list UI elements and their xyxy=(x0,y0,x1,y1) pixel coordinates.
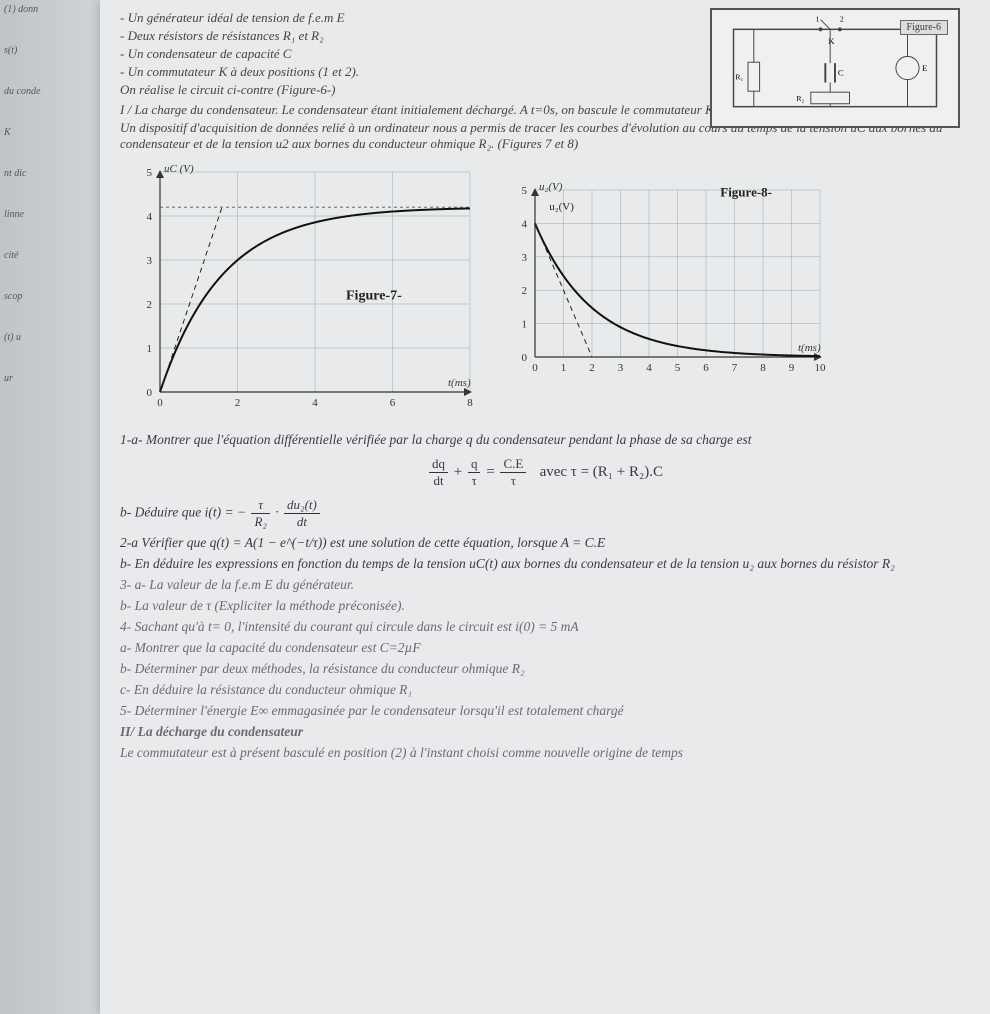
q2b: b- En déduire les expressions en fonctio… xyxy=(120,556,970,572)
page-body: Figure-6 1 2 K C R₂ E xyxy=(100,0,990,1014)
svg-text:R₁: R₁ xyxy=(735,73,743,82)
q4c: c- En déduire la résistance du conducteu… xyxy=(120,682,970,698)
intro-l1: - Un générateur idéal de tension de f.e.… xyxy=(120,10,680,26)
intro-l2: - Deux résistors de résistances R₁ et R₂ xyxy=(120,28,680,44)
q1b: b- Déduire que i(t) = − τR₂ · du₂(t)dt xyxy=(120,497,970,530)
svg-text:1: 1 xyxy=(816,15,820,24)
svg-text:0: 0 xyxy=(157,397,163,409)
svg-text:6: 6 xyxy=(703,362,709,374)
q3a: 3- a- La valeur de la f.e.m E du générat… xyxy=(120,577,970,593)
svg-text:4: 4 xyxy=(522,218,528,230)
svg-text:0: 0 xyxy=(522,352,528,364)
svg-text:1: 1 xyxy=(522,319,528,331)
svg-text:5: 5 xyxy=(522,185,528,197)
svg-text:6: 6 xyxy=(390,397,396,409)
part2: Le commutateur est à présent basculé en … xyxy=(120,745,970,761)
svg-text:0: 0 xyxy=(147,387,153,399)
charts-row: 0 2 4 6 8 0 1 2 3 4 5 uC (V) t(ms) Figure-7- 0 1 2 3 4 5 6 7… xyxy=(120,162,970,422)
svg-text:3: 3 xyxy=(522,252,528,264)
svg-text:2: 2 xyxy=(522,285,528,297)
intro-text: - Un générateur idéal de tension de f.e.… xyxy=(120,10,680,98)
svg-text:u₂(V): u₂(V) xyxy=(549,201,574,213)
svg-text:1: 1 xyxy=(561,362,567,374)
svg-text:5: 5 xyxy=(147,167,153,179)
q4a: a- Montrer que la capacité du condensate… xyxy=(120,640,970,656)
q4b: b- Déterminer par deux méthodes, la rési… xyxy=(120,661,970,677)
svg-text:7: 7 xyxy=(732,362,738,374)
svg-text:3: 3 xyxy=(147,255,153,267)
svg-text:0: 0 xyxy=(532,362,538,374)
q4: 4- Sachant qu'à t= 0, l'intensité du cou… xyxy=(120,619,970,635)
svg-text:t(ms): t(ms) xyxy=(798,342,821,354)
svg-text:4: 4 xyxy=(312,397,318,409)
intro-l3: - Un condensateur de capacité C xyxy=(120,46,680,62)
svg-text:8: 8 xyxy=(467,397,473,409)
svg-text:2: 2 xyxy=(589,362,595,374)
svg-text:1: 1 xyxy=(147,343,153,355)
svg-text:C: C xyxy=(838,68,844,78)
circuit-diagram: Figure-6 1 2 K C R₂ E xyxy=(710,8,960,128)
part2-heading: II/ La décharge du condensateur xyxy=(120,724,970,740)
figure8-chart: 0 1 2 3 4 5 6 7 8 9 10 0 1 2 3 4 5 u₂(V) t(ms) Figure-8- u₂(… xyxy=(500,162,830,422)
page-left-margin: (1) donn s(t) du conde K nt dic linne ci… xyxy=(0,0,100,1014)
svg-text:10: 10 xyxy=(815,362,827,374)
questions: 1-a- Montrer que l'équation différentiel… xyxy=(120,432,970,761)
svg-text:3: 3 xyxy=(618,362,624,374)
svg-text:4: 4 xyxy=(646,362,652,374)
intro-l4: - Un commutateur K à deux positions (1 e… xyxy=(120,64,680,80)
svg-text:2: 2 xyxy=(840,15,844,24)
svg-text:E: E xyxy=(922,63,927,73)
svg-text:5: 5 xyxy=(675,362,681,374)
svg-text:u₂(V): u₂(V) xyxy=(539,181,563,193)
svg-text:8: 8 xyxy=(760,362,766,374)
svg-text:Figure-8-: Figure-8- xyxy=(720,185,772,200)
figure6-label: Figure-6 xyxy=(900,20,948,35)
svg-text:R₂: R₂ xyxy=(796,94,804,103)
svg-text:Figure-7-: Figure-7- xyxy=(346,289,402,304)
q1a: 1-a- Montrer que l'équation différentiel… xyxy=(120,432,970,448)
svg-text:9: 9 xyxy=(789,362,795,374)
svg-text:2: 2 xyxy=(235,397,241,409)
equation-1: dqdt + qτ = C.Eτ avec τ = (R₁ + R₂).C xyxy=(120,456,970,489)
figure7-chart: 0 2 4 6 8 0 1 2 3 4 5 uC (V) t(ms) Figure-7- xyxy=(120,162,480,422)
q2a: 2-a Vérifier que q(t) = A(1 − e^(−t/τ)) … xyxy=(120,535,970,551)
intro-l5: On réalise le circuit ci-contre (Figure-… xyxy=(120,82,680,98)
q3b: b- La valeur de τ (Expliciter la méthode… xyxy=(120,598,970,614)
svg-text:t(ms): t(ms) xyxy=(448,377,471,389)
svg-text:K: K xyxy=(828,36,835,46)
svg-text:4: 4 xyxy=(147,211,153,223)
q5: 5- Déterminer l'énergie E∞ emmagasinée p… xyxy=(120,703,970,719)
svg-text:uC (V): uC (V) xyxy=(164,163,194,175)
svg-text:2: 2 xyxy=(147,299,153,311)
